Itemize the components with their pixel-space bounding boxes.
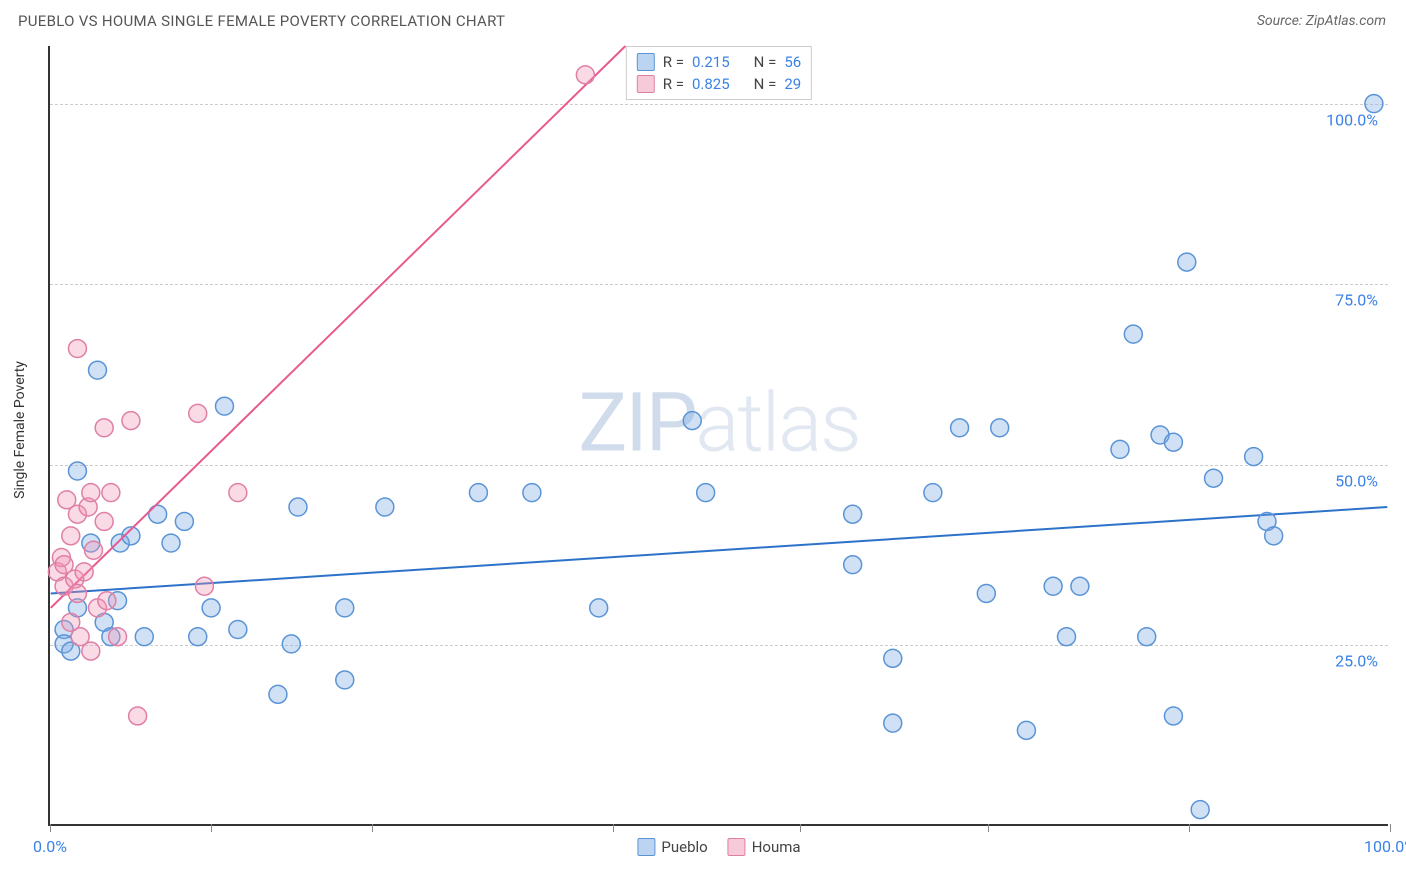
data-point (951, 419, 969, 437)
data-point (991, 419, 1009, 437)
data-point (162, 534, 180, 552)
data-point (68, 462, 86, 480)
data-point (590, 599, 608, 617)
data-point (336, 671, 354, 689)
data-point (195, 577, 213, 595)
chart-title: PUEBLO VS HOUMA SINGLE FEMALE POVERTY CO… (18, 12, 505, 30)
x-tick-label: 0.0% (33, 837, 67, 856)
legend-row: R = 0.825 N = 29 (637, 73, 801, 95)
data-point (844, 556, 862, 574)
legend-swatch (637, 53, 655, 71)
data-point (189, 404, 207, 422)
data-point (1178, 253, 1196, 271)
data-point (376, 498, 394, 516)
x-tick (613, 824, 614, 832)
legend-swatch (637, 75, 655, 93)
data-point (135, 628, 153, 646)
data-point (202, 599, 220, 617)
r-label: R = (663, 53, 684, 71)
data-point (523, 484, 541, 502)
data-point (1071, 577, 1089, 595)
x-tick (800, 824, 801, 832)
data-point (189, 628, 207, 646)
data-point (336, 599, 354, 617)
x-tick (988, 824, 989, 832)
r-value: 0.215 (692, 53, 730, 71)
data-point (75, 563, 93, 581)
r-value: 0.825 (692, 75, 730, 93)
data-point (215, 397, 233, 415)
data-point (122, 412, 140, 430)
y-axis-label: Single Female Poverty (12, 361, 28, 499)
data-point (924, 484, 942, 502)
legend-label: Pueblo (661, 838, 707, 856)
data-point (469, 484, 487, 502)
chart-plot-area: ZIPatlas R = 0.215 N = 56 R = 0.825 N = … (48, 46, 1388, 826)
data-point (95, 512, 113, 530)
data-point (977, 585, 995, 603)
data-point (229, 621, 247, 639)
data-point (1191, 801, 1209, 819)
n-value: 29 (784, 75, 801, 93)
x-tick-label: 100.0% (1364, 837, 1406, 856)
data-point (98, 592, 116, 610)
x-tick (1390, 824, 1391, 832)
data-point (1164, 707, 1182, 725)
data-point (82, 484, 100, 502)
data-point (1164, 433, 1182, 451)
n-value: 56 (784, 53, 801, 71)
data-point (697, 484, 715, 502)
data-point (68, 340, 86, 358)
correlation-legend: R = 0.215 N = 56 R = 0.825 N = 29 (626, 46, 812, 100)
n-label: N = (754, 53, 777, 71)
x-tick (1189, 824, 1190, 832)
data-point (1111, 440, 1129, 458)
regression-line (51, 46, 626, 608)
r-label: R = (663, 75, 684, 93)
x-tick (211, 824, 212, 832)
data-point (282, 635, 300, 653)
data-point (102, 484, 120, 502)
data-point (1365, 95, 1383, 113)
data-point (129, 707, 147, 725)
data-point (95, 419, 113, 437)
data-point (149, 505, 167, 523)
n-label: N = (754, 75, 777, 93)
data-point (68, 585, 86, 603)
data-point (844, 505, 862, 523)
legend-swatch (637, 838, 655, 856)
data-point (1205, 469, 1223, 487)
scatter-plot-svg (50, 46, 1388, 824)
source-attribution: Source: ZipAtlas.com (1257, 13, 1386, 29)
legend-item: Pueblo (637, 838, 707, 856)
legend-swatch (728, 838, 746, 856)
data-point (1044, 577, 1062, 595)
data-point (109, 628, 127, 646)
data-point (1245, 448, 1263, 466)
data-point (1265, 527, 1283, 545)
data-point (1138, 628, 1156, 646)
legend-label: Houma (752, 838, 801, 856)
data-point (884, 649, 902, 667)
x-tick (372, 824, 373, 832)
data-point (89, 361, 107, 379)
data-point (85, 541, 103, 559)
data-point (269, 685, 287, 703)
data-point (289, 498, 307, 516)
data-point (82, 642, 100, 660)
data-point (1058, 628, 1076, 646)
data-point (884, 714, 902, 732)
data-point (62, 527, 80, 545)
data-point (1124, 325, 1142, 343)
data-point (229, 484, 247, 502)
regression-line (51, 507, 1388, 593)
data-point (576, 66, 594, 84)
data-point (175, 512, 193, 530)
legend-item: Houma (728, 838, 801, 856)
data-point (683, 412, 701, 430)
x-tick (50, 824, 51, 832)
series-legend: Pueblo Houma (637, 838, 800, 856)
legend-row: R = 0.215 N = 56 (637, 51, 801, 73)
data-point (1017, 721, 1035, 739)
